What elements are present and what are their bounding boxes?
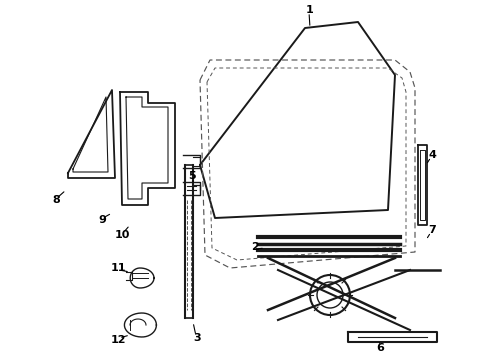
- Text: 11: 11: [110, 263, 126, 273]
- Text: 5: 5: [188, 171, 196, 181]
- Text: 7: 7: [428, 225, 436, 235]
- Text: 4: 4: [428, 150, 436, 160]
- Text: 6: 6: [376, 343, 384, 353]
- Text: 1: 1: [306, 5, 314, 15]
- Text: 10: 10: [114, 230, 130, 240]
- Text: 12: 12: [110, 335, 126, 345]
- Text: 9: 9: [98, 215, 106, 225]
- Text: 2: 2: [251, 242, 259, 252]
- Text: 3: 3: [193, 333, 201, 343]
- Text: 8: 8: [52, 195, 60, 205]
